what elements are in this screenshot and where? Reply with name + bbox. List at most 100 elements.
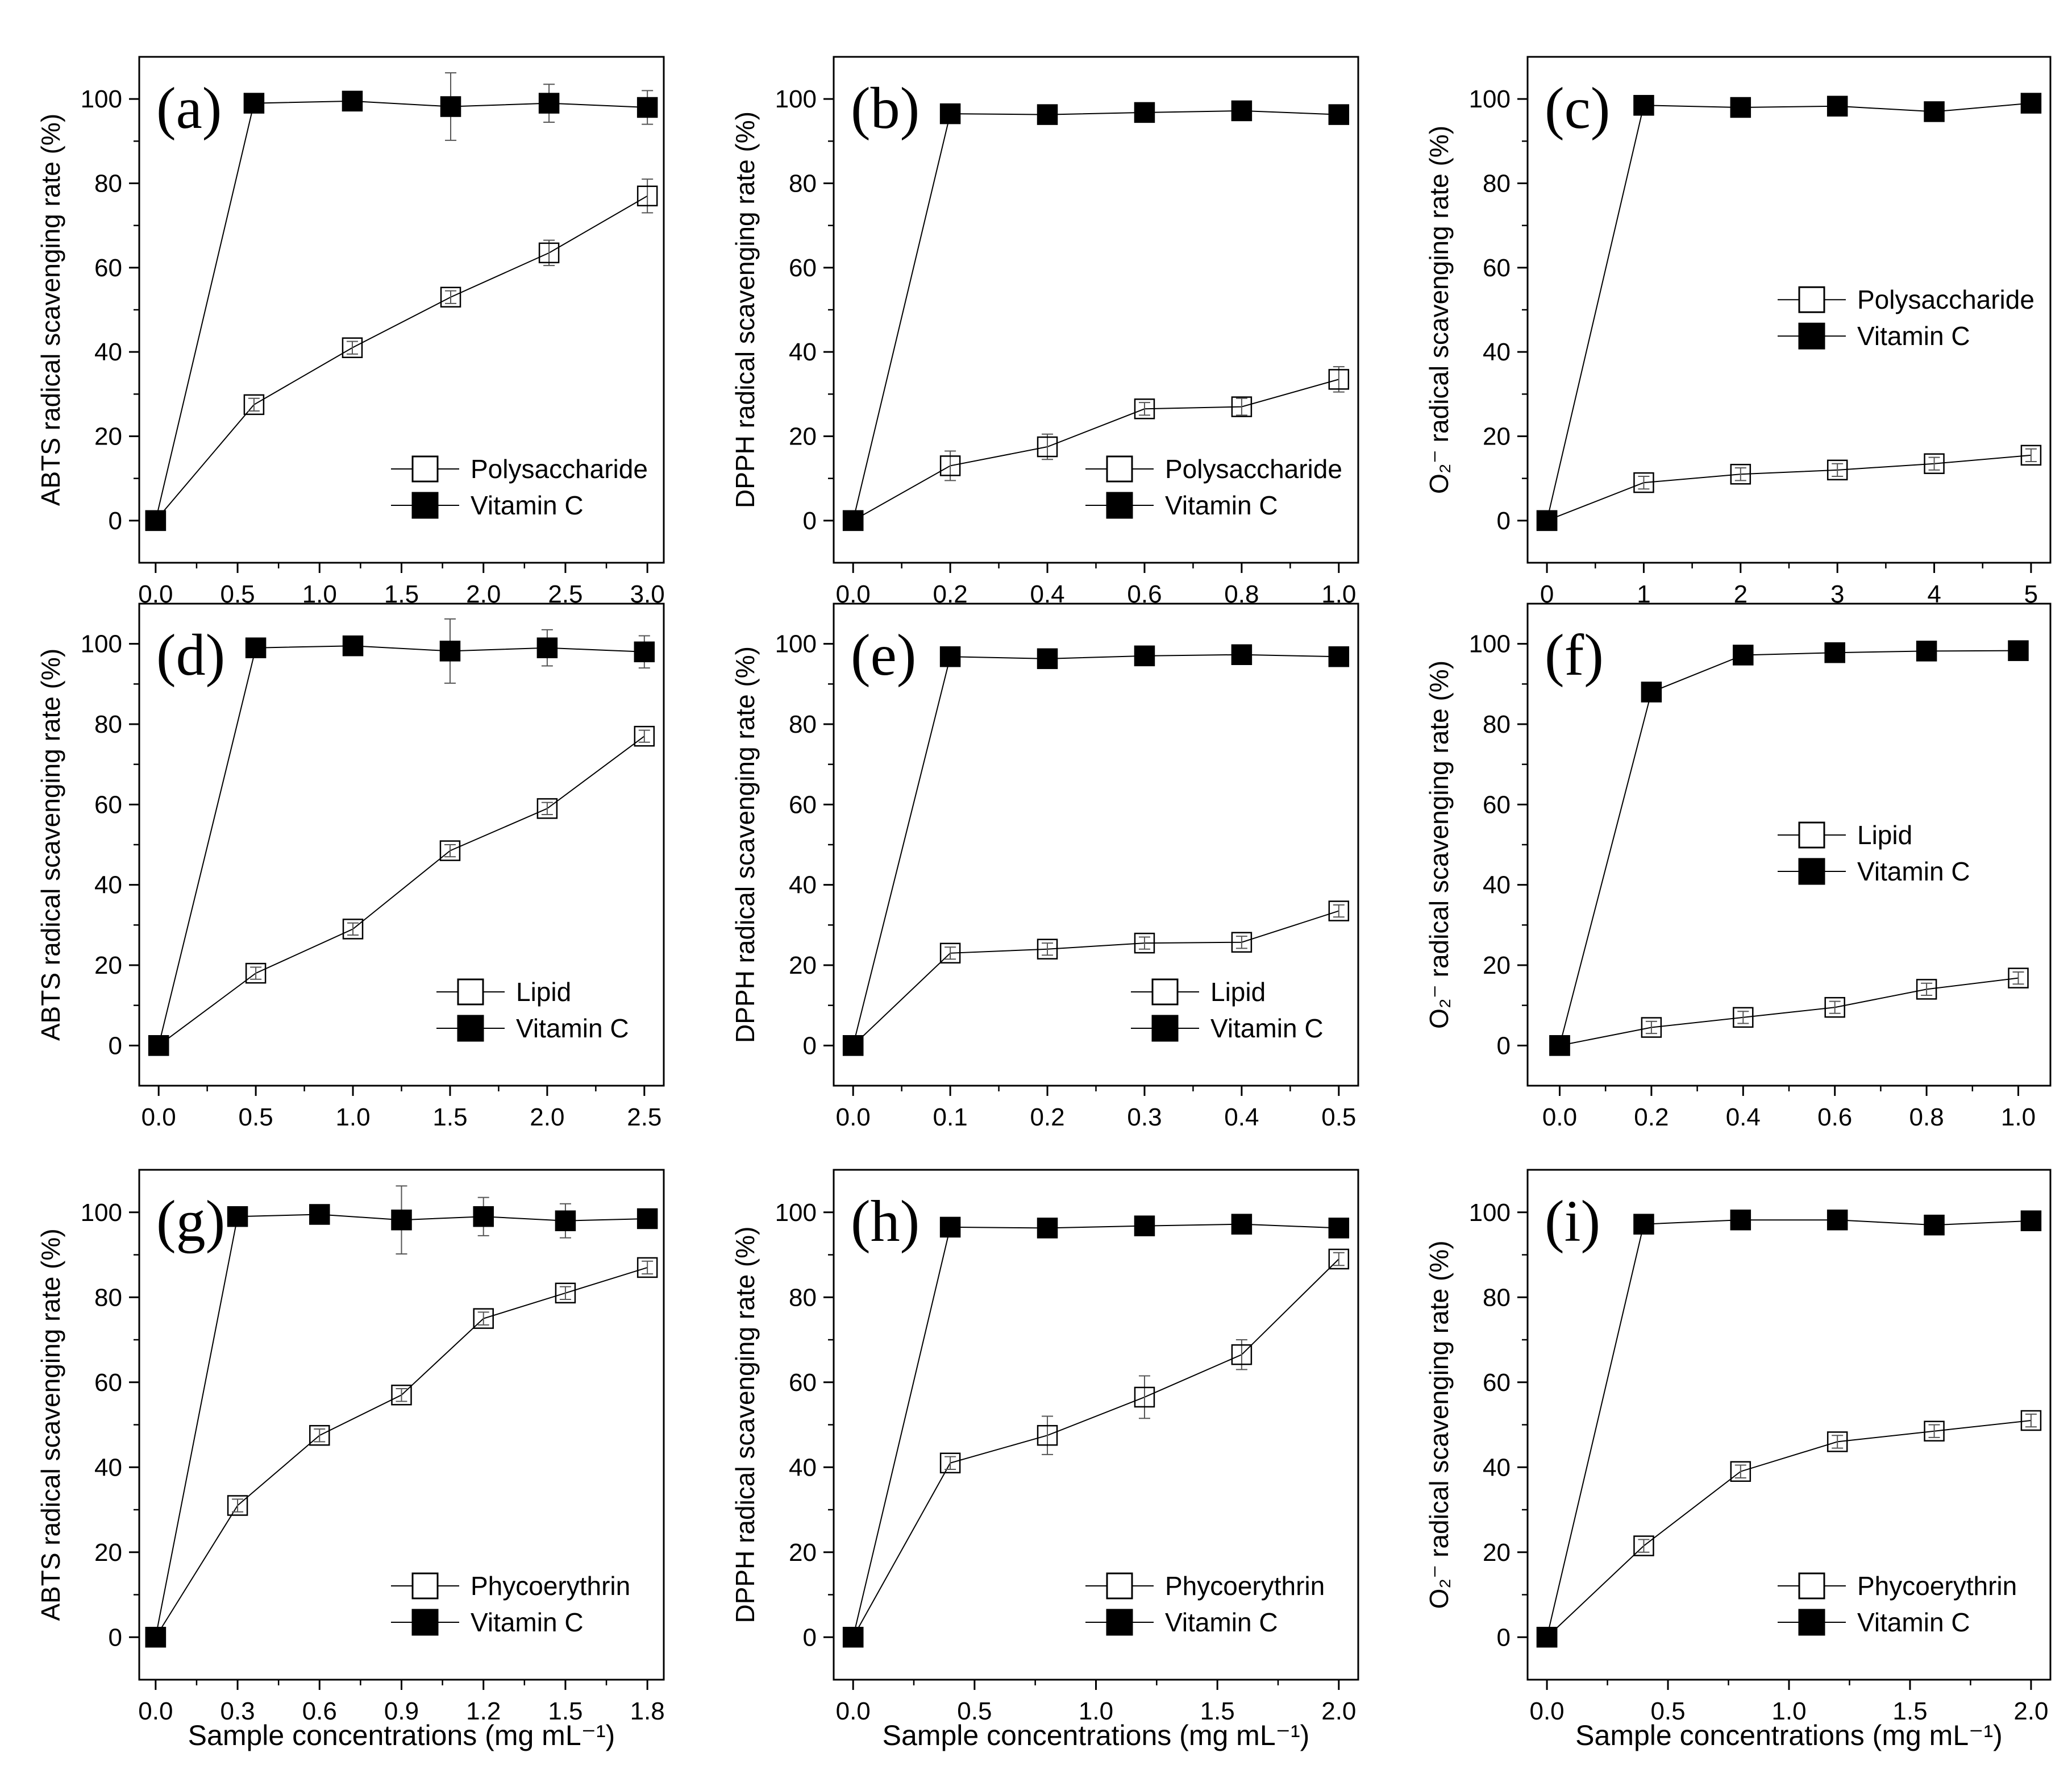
data-point [1328,1248,1350,1270]
data-point [1328,646,1350,667]
legend-label: Polysaccharide [1857,285,2034,314]
legend-label: Vitamin C [471,491,584,520]
y-tick-label: 60 [1483,1369,1511,1397]
data-point [227,1206,248,1227]
y-tick-label: 100 [775,630,817,658]
legend: Lipid Vitamin C [1778,820,1970,886]
y-tick-label: 60 [789,1369,817,1397]
data-point [1328,104,1350,125]
data-point [939,1452,961,1474]
data-point [391,1384,412,1406]
legend-marker [1106,455,1133,483]
y-tick-label: 60 [94,791,122,819]
x-tick-label: 0.0 [836,1697,871,1725]
data-point [145,510,167,531]
x-tick-label: 0.5 [957,1697,992,1725]
series-line [1546,102,2032,521]
x-tick-label: 0.0 [836,1103,871,1131]
data-point [636,185,658,206]
series-line [852,1223,1339,1638]
y-tick-label: 20 [94,952,122,979]
y-axis-label: ABTS radical scavenging rate (%) [36,649,65,1041]
y-tick-label: 20 [1483,1539,1511,1567]
x-tick-label: 1.5 [548,1697,583,1725]
data-point [1134,398,1155,419]
y-tick-label: 100 [1469,630,1511,658]
y-tick-label: 100 [81,1199,122,1227]
y-tick-label: 60 [1483,791,1511,819]
y-tick-label: 0 [1497,1623,1511,1651]
data-point [634,641,655,663]
x-tick-label: 0.0 [1542,1103,1577,1131]
data-point [939,455,961,476]
legend-label: Vitamin C [1165,1607,1278,1637]
data-point [1328,1218,1350,1239]
data-point [1328,369,1350,390]
x-tick-label: 0.4 [1224,1103,1259,1131]
y-tick-label: 40 [789,871,817,899]
data-point [1633,472,1654,493]
y-tick-label: 0 [109,1623,122,1651]
y-tick-label: 80 [1483,711,1511,738]
data-point [342,90,363,112]
y-tick-label: 40 [789,1453,817,1481]
y-tick-label: 80 [94,711,122,738]
data-point [1730,1461,1751,1482]
y-tick-label: 0 [1497,507,1511,535]
data-point [1733,1007,1754,1028]
data-point [1037,648,1058,670]
y-tick-label: 100 [1469,1199,1511,1227]
x-tick-label: 0.2 [1030,1103,1064,1131]
legend-marker [1798,1572,1825,1600]
data-point [439,840,461,861]
y-tick-label: 20 [789,952,817,979]
data-point [1037,104,1058,125]
y-tick-label: 80 [789,711,817,738]
data-point [1733,645,1754,666]
data-point [536,798,558,819]
panel-letter: (e) [851,622,916,688]
data-point [1231,1214,1253,1235]
y-tick-label: 40 [94,1453,122,1481]
x-tick-label: 2.0 [530,1103,564,1131]
y-tick-label: 40 [1483,1453,1511,1481]
x-tick-label: 0.9 [384,1697,419,1725]
panel-letter: (d) [156,622,225,688]
x-tick-label: 1.0 [2001,1103,2036,1131]
data-point [1134,1215,1155,1236]
data-point [1231,1344,1253,1365]
panel-letter: (h) [851,1189,919,1254]
y-axis-label: DPPH radical scavenging rate (%) [730,646,760,1043]
data-point [555,1282,576,1304]
y-tick-label: 60 [1483,254,1511,282]
data-point [1633,95,1654,116]
legend-label: Lipid [1857,820,1912,850]
y-tick-label: 40 [94,338,122,366]
legend-marker [411,455,439,483]
series-vitamin-c [1536,1209,2042,1648]
y-tick-label: 60 [789,791,817,819]
data-point [1037,938,1058,959]
x-tick-label: 0.6 [302,1697,337,1725]
y-axis-label: DPPH radical scavenging rate (%) [730,1227,760,1623]
data-point [1134,932,1155,954]
panel-i: 0.0 0.5 1.0 1.5 2.0 0 20 40 60 80 100 O₂⁻ radical s… [1424,1169,2052,1725]
x-tick-label: 0.3 [1127,1103,1162,1131]
panel-letter: (i) [1545,1189,1600,1254]
series-line [1559,977,2019,1046]
data-point [2008,967,2029,988]
y-tick-label: 20 [94,1539,122,1567]
x-axis-label: Sample concentrations (mg mL⁻¹) [1575,1719,2003,1751]
y-axis-label: DPPH radical scavenging rate (%) [730,111,760,508]
data-point [1826,459,1848,481]
data-point [842,1035,864,1056]
data-point [245,637,267,658]
legend: Polysaccharide Vitamin C [1085,454,1342,520]
series-line [158,645,644,1046]
legend: Polysaccharide Vitamin C [1778,285,2034,351]
series-vitamin-c [842,100,1350,531]
series-line [1546,1219,2031,1638]
x-tick-label: 1.0 [1079,1697,1113,1725]
